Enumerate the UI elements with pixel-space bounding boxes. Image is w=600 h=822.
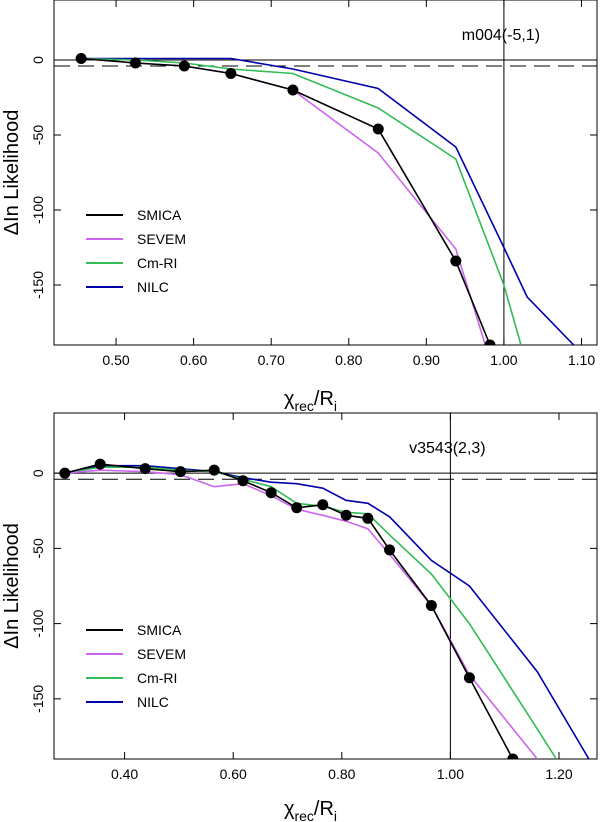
series-line-smica — [64, 463, 514, 759]
data-point-smica — [139, 463, 151, 475]
y-tick-label: -100 — [30, 196, 46, 224]
y-tick-label: -150 — [30, 271, 46, 299]
legend-label-sevem: SEVEM — [137, 646, 186, 662]
series-line-sevem — [81, 57, 487, 345]
data-point-smica — [507, 753, 519, 759]
legend-label-cm-ri: Cm-RI — [137, 670, 177, 686]
x-tick-label: 0.90 — [413, 352, 440, 368]
data-point-smica — [75, 53, 87, 64]
data-point-smica — [175, 466, 187, 478]
x-axis-title: χrec/Ri — [284, 798, 337, 822]
legend-label-smica: SMICA — [137, 622, 182, 638]
y-tick-label: -50 — [30, 125, 46, 145]
data-point-smica — [129, 57, 141, 69]
data-point-smica — [450, 255, 462, 267]
x-tick-label: 0.50 — [102, 352, 129, 368]
data-point-smica — [384, 544, 396, 556]
data-point-smica — [225, 68, 237, 79]
x-axis-title-part: rec — [294, 398, 313, 414]
x-tick-label: 1.00 — [437, 766, 464, 782]
bottom-chart-panel: 0.40 0.60 0.80 1.00 1.20 0 -50 -100 -150 ΔIn Like… — [1, 412, 598, 822]
plot-frame — [53, 0, 598, 346]
x-axis-title-part: i — [334, 398, 337, 414]
data-point-smica — [59, 467, 71, 479]
x-axis-title-part: χ — [284, 388, 295, 410]
data-point-smica — [484, 339, 496, 345]
series-line-cm-ri — [64, 466, 557, 759]
legend-label-cm-ri: Cm-RI — [137, 255, 177, 271]
legend-label-smica: SMICA — [137, 207, 182, 223]
x-axis-title-part: χ — [284, 798, 295, 820]
x-tick-label: 0.80 — [335, 352, 362, 368]
data-point-smica — [340, 509, 352, 521]
data-point-smica — [208, 464, 220, 476]
panel-annotation: m004(-5,1) — [462, 27, 540, 44]
data-point-smica — [317, 499, 329, 511]
x-axis-title-part: /R — [314, 388, 334, 410]
x-tick-label: 0.40 — [111, 766, 138, 782]
data-point-smica — [362, 512, 374, 524]
y-tick-label: -100 — [30, 609, 46, 637]
legend-label-nilc: NILC — [137, 694, 169, 710]
series-line-cm-ri — [81, 57, 522, 345]
data-point-smica — [265, 487, 277, 499]
y-axis-title: ΔIn Likelihood — [1, 523, 23, 649]
x-axis-title-part: i — [334, 808, 337, 822]
data-point-smica — [291, 502, 303, 514]
x-tick-label: 1.20 — [545, 766, 572, 782]
legend-label-nilc: NILC — [137, 279, 169, 295]
y-tick-label: -150 — [30, 685, 46, 713]
legend-label-sevem: SEVEM — [137, 231, 186, 247]
x-axis-title: χrec/Ri — [284, 388, 337, 414]
data-point-smica — [237, 475, 249, 487]
data-point-smica — [425, 600, 437, 612]
plot-frame — [53, 412, 598, 760]
x-tick-label: 0.60 — [220, 766, 247, 782]
x-tick-label: 1.00 — [490, 352, 517, 368]
top-chart-panel: 0.50 0.60 0.70 0.80 0.90 1.00 1.10 0 -50 -100 -150… — [1, 0, 598, 414]
x-tick-label: 0.60 — [180, 352, 207, 368]
x-tick-label: 0.70 — [258, 352, 285, 368]
x-axis-title-part: rec — [294, 808, 313, 822]
data-point-smica — [372, 123, 384, 135]
panel-annotation: v3543(2,3) — [409, 440, 486, 457]
y-tick-label: 0 — [30, 469, 46, 477]
x-tick-label: 1.10 — [568, 352, 595, 368]
x-tick-label: 0.80 — [328, 766, 355, 782]
x-axis-title-part: /R — [314, 798, 334, 820]
data-point-smica — [463, 672, 475, 684]
y-tick-label: -50 — [30, 538, 46, 558]
data-point-smica — [94, 458, 106, 470]
series-line-smica — [81, 57, 491, 345]
series-line-nilc — [81, 57, 575, 345]
series-line-nilc — [64, 464, 590, 759]
series-line-sevem — [64, 469, 538, 759]
data-point-smica — [287, 84, 299, 96]
data-point-smica — [178, 60, 190, 72]
y-axis-title: ΔIn Likelihood — [1, 110, 23, 236]
y-tick-label: 0 — [30, 56, 46, 64]
